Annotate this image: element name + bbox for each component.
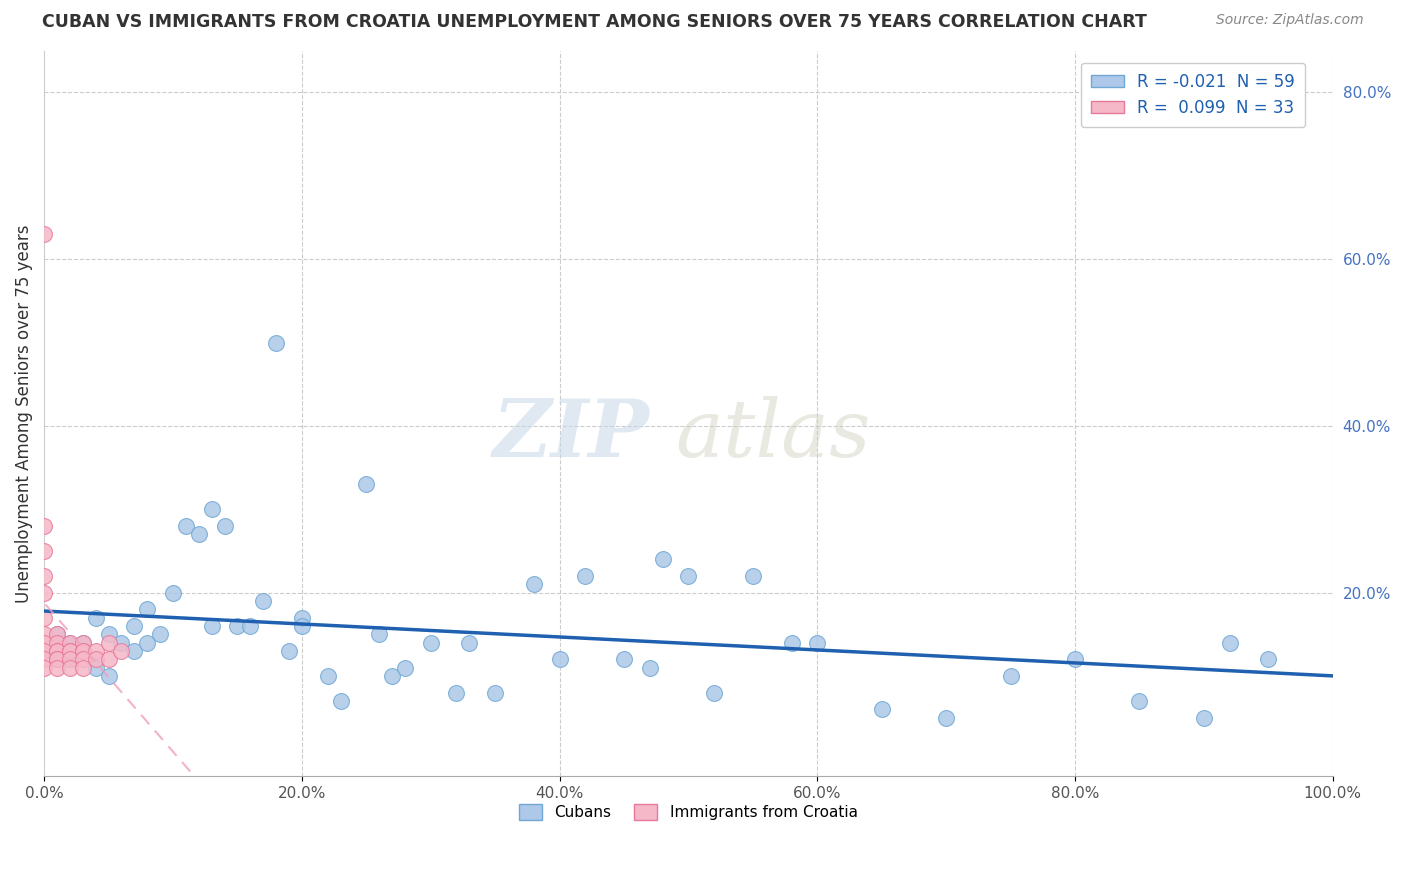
Point bbox=[32, 585, 55, 599]
Point bbox=[46, 652, 69, 666]
Point bbox=[523, 577, 546, 591]
Point bbox=[446, 686, 468, 700]
Point bbox=[32, 611, 55, 625]
Point bbox=[1257, 652, 1279, 666]
Point bbox=[613, 652, 636, 666]
Point bbox=[59, 652, 82, 666]
Point bbox=[316, 669, 339, 683]
Point bbox=[329, 694, 352, 708]
Point bbox=[32, 652, 55, 666]
Point bbox=[46, 652, 69, 666]
Point bbox=[174, 519, 197, 533]
Text: Source: ZipAtlas.com: Source: ZipAtlas.com bbox=[1216, 13, 1364, 28]
Point bbox=[46, 644, 69, 658]
Point bbox=[252, 594, 274, 608]
Point bbox=[72, 652, 94, 666]
Point bbox=[1192, 711, 1215, 725]
Point bbox=[368, 627, 391, 641]
Point bbox=[1128, 694, 1150, 708]
Point bbox=[59, 636, 82, 650]
Point bbox=[59, 644, 82, 658]
Point bbox=[935, 711, 957, 725]
Point bbox=[806, 636, 828, 650]
Point bbox=[136, 602, 159, 616]
Point bbox=[46, 661, 69, 675]
Point bbox=[458, 636, 481, 650]
Point bbox=[419, 636, 441, 650]
Point bbox=[59, 644, 82, 658]
Point bbox=[264, 335, 287, 350]
Point bbox=[32, 644, 55, 658]
Point bbox=[574, 569, 596, 583]
Point bbox=[46, 636, 69, 650]
Point bbox=[72, 644, 94, 658]
Point bbox=[46, 644, 69, 658]
Point bbox=[84, 611, 107, 625]
Point bbox=[59, 636, 82, 650]
Point bbox=[32, 636, 55, 650]
Point bbox=[651, 552, 673, 566]
Point bbox=[59, 661, 82, 675]
Point bbox=[703, 686, 725, 700]
Point bbox=[136, 636, 159, 650]
Point bbox=[356, 477, 378, 491]
Point bbox=[32, 627, 55, 641]
Y-axis label: Unemployment Among Seniors over 75 years: Unemployment Among Seniors over 75 years bbox=[15, 224, 32, 603]
Point bbox=[72, 636, 94, 650]
Point bbox=[97, 669, 120, 683]
Point bbox=[32, 544, 55, 558]
Point bbox=[110, 636, 132, 650]
Text: atlas: atlas bbox=[675, 396, 870, 474]
Point bbox=[548, 652, 571, 666]
Point bbox=[278, 644, 301, 658]
Point bbox=[72, 661, 94, 675]
Point bbox=[291, 611, 314, 625]
Point bbox=[84, 652, 107, 666]
Text: ZIP: ZIP bbox=[494, 396, 650, 474]
Point bbox=[32, 569, 55, 583]
Point bbox=[638, 661, 661, 675]
Point bbox=[59, 652, 82, 666]
Point bbox=[46, 652, 69, 666]
Point bbox=[201, 619, 224, 633]
Point bbox=[1064, 652, 1087, 666]
Point bbox=[124, 644, 146, 658]
Point bbox=[394, 661, 416, 675]
Text: CUBAN VS IMMIGRANTS FROM CROATIA UNEMPLOYMENT AMONG SENIORS OVER 75 YEARS CORREL: CUBAN VS IMMIGRANTS FROM CROATIA UNEMPLO… bbox=[42, 13, 1147, 31]
Point bbox=[870, 702, 893, 716]
Point bbox=[201, 502, 224, 516]
Point bbox=[239, 619, 262, 633]
Point bbox=[226, 619, 249, 633]
Point bbox=[124, 619, 146, 633]
Point bbox=[32, 227, 55, 241]
Point bbox=[149, 627, 172, 641]
Point bbox=[72, 636, 94, 650]
Point bbox=[291, 619, 314, 633]
Point bbox=[484, 686, 506, 700]
Point bbox=[678, 569, 700, 583]
Point bbox=[1219, 636, 1241, 650]
Point bbox=[187, 527, 209, 541]
Legend: Cubans, Immigrants from Croatia: Cubans, Immigrants from Croatia bbox=[513, 798, 863, 827]
Point bbox=[84, 661, 107, 675]
Point bbox=[780, 636, 803, 650]
Point bbox=[32, 644, 55, 658]
Point bbox=[46, 627, 69, 641]
Point bbox=[97, 627, 120, 641]
Point bbox=[741, 569, 763, 583]
Point bbox=[97, 636, 120, 650]
Point bbox=[72, 644, 94, 658]
Point bbox=[214, 519, 236, 533]
Point bbox=[32, 661, 55, 675]
Point bbox=[46, 627, 69, 641]
Point bbox=[110, 644, 132, 658]
Point bbox=[381, 669, 404, 683]
Point bbox=[1000, 669, 1022, 683]
Point bbox=[72, 644, 94, 658]
Point bbox=[97, 652, 120, 666]
Point bbox=[162, 585, 184, 599]
Point bbox=[84, 644, 107, 658]
Point bbox=[32, 519, 55, 533]
